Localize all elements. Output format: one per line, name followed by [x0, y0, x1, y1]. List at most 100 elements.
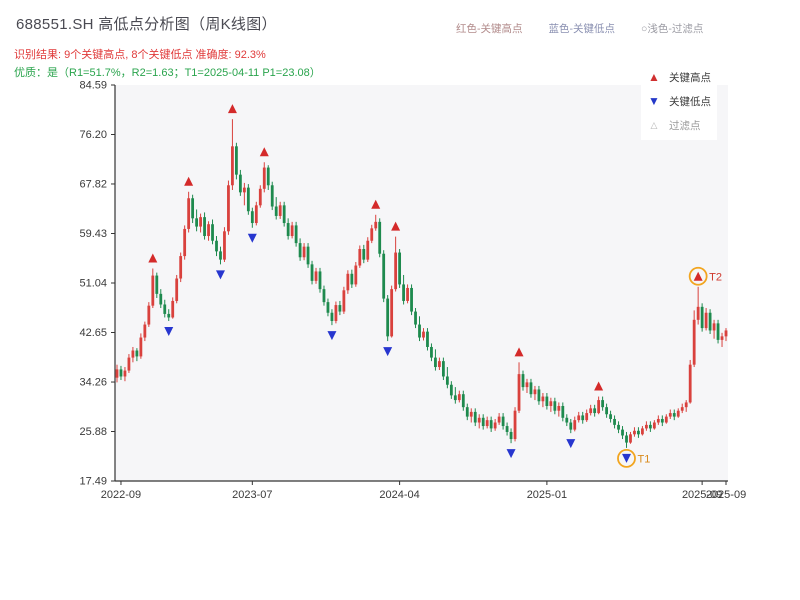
- candle-body: [696, 306, 700, 320]
- candle-body: [613, 418, 616, 425]
- candle-body: [557, 405, 561, 411]
- candle-body: [704, 312, 708, 329]
- candle-body: [493, 422, 497, 429]
- x-tick-label: 2025-09: [682, 489, 722, 501]
- candle-body: [609, 414, 612, 419]
- chart-legend-row-1: ▼ 关键低点: [647, 89, 711, 113]
- candle-body: [374, 221, 378, 229]
- candle-body: [509, 431, 513, 440]
- chart-legend-row-2: △ 过滤点: [647, 113, 711, 137]
- candle-body: [211, 224, 214, 241]
- triangle-hollow-icon: △: [650, 119, 658, 130]
- key-high-marker: [693, 271, 703, 281]
- candle-body: [541, 396, 545, 402]
- candle-body: [191, 198, 195, 219]
- candle-body: [426, 331, 429, 347]
- candle-body: [135, 350, 139, 357]
- candle-body: [294, 225, 298, 244]
- candle-body: [414, 311, 417, 325]
- candle-body: [533, 389, 537, 395]
- candle-body: [398, 252, 402, 285]
- candle-body: [561, 405, 565, 418]
- candle-body: [358, 249, 362, 266]
- candle-body: [529, 382, 533, 395]
- candle-body: [712, 323, 716, 331]
- candle-body: [215, 240, 218, 252]
- candle-body: [648, 424, 652, 429]
- candle-body: [525, 382, 529, 388]
- candle-body: [680, 407, 684, 411]
- candle-body: [322, 289, 326, 303]
- candle-body: [569, 422, 573, 430]
- candle-body: [469, 411, 473, 417]
- candle-body: [418, 324, 421, 338]
- chart-legend-box: ▲ 关键高点 ▼ 关键低点 △ 过滤点: [641, 62, 717, 140]
- candle-body: [306, 246, 310, 265]
- candle-body: [159, 293, 163, 305]
- y-tick-label: 67.82: [79, 178, 107, 190]
- candle-body: [449, 384, 453, 396]
- key-low-marker: [164, 327, 174, 337]
- chart-legend-row-0: ▲ 关键高点: [647, 65, 711, 89]
- candle-body: [155, 275, 159, 294]
- candle-body: [314, 271, 318, 281]
- candle-body: [131, 350, 135, 358]
- candle-body: [481, 417, 485, 427]
- candle-body: [641, 428, 644, 435]
- t-point-label: T2: [709, 271, 722, 283]
- key-high-marker: [391, 221, 401, 231]
- x-tick-label: 2025-09: [706, 489, 746, 501]
- candle-body: [517, 374, 521, 411]
- candle-body: [633, 430, 636, 435]
- key-high-marker: [227, 104, 237, 114]
- y-tick-label: 17.49: [79, 476, 107, 488]
- candle-body: [326, 302, 330, 313]
- candle-body: [430, 346, 433, 358]
- key-low-marker: [383, 347, 393, 357]
- candle-body: [553, 401, 557, 411]
- candle-body: [143, 324, 147, 338]
- t-point-label: T1: [637, 453, 650, 465]
- candle-body: [298, 243, 302, 258]
- candle-body: [334, 305, 338, 322]
- key-high-marker: [148, 253, 158, 263]
- key-low-marker: [566, 439, 576, 449]
- candle-body: [195, 218, 199, 227]
- candle-body: [183, 228, 187, 257]
- y-tick-label: 84.59: [79, 80, 107, 92]
- candle-body: [477, 417, 481, 423]
- y-tick-label: 59.43: [79, 228, 107, 240]
- candle-body: [676, 410, 680, 417]
- candle-body: [660, 418, 664, 423]
- candle-body: [513, 410, 517, 440]
- candle-body: [151, 275, 155, 306]
- candle-body: [505, 426, 509, 432]
- candle-body: [585, 413, 589, 421]
- candle-body: [123, 370, 127, 377]
- candle-body: [290, 225, 294, 237]
- candle-body: [652, 422, 656, 429]
- candle-body: [656, 418, 660, 423]
- candle-body: [692, 319, 696, 365]
- key-high-marker: [594, 381, 604, 391]
- candle-body: [346, 273, 350, 291]
- candle-body: [302, 246, 306, 258]
- key-low-marker: [327, 331, 337, 341]
- candle-body: [644, 424, 648, 429]
- candle-body: [199, 217, 202, 227]
- candle-body: [422, 331, 425, 338]
- candle-body: [465, 407, 469, 417]
- candle-body: [342, 290, 346, 312]
- plot-area: [115, 85, 728, 481]
- candle-body: [175, 278, 179, 301]
- candle-body: [617, 424, 620, 430]
- candle-body: [521, 374, 525, 388]
- candle-body: [370, 228, 374, 241]
- key-high-marker: [259, 147, 269, 157]
- t-point-circle: [688, 266, 708, 286]
- candle-body: [537, 389, 541, 402]
- candle-body: [147, 305, 151, 325]
- candle-body: [262, 167, 266, 189]
- y-tick-label: 25.88: [79, 426, 107, 438]
- header-legend-item-2: ○浅色-过滤点: [641, 23, 704, 35]
